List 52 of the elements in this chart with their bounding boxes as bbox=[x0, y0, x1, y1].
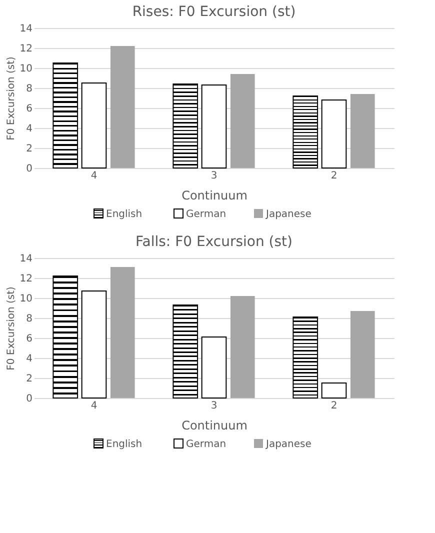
x-axis-title: Continuum bbox=[182, 418, 248, 432]
bar bbox=[201, 84, 227, 168]
bar bbox=[201, 336, 227, 398]
bar bbox=[172, 84, 198, 168]
x-tick-label: 2 bbox=[330, 170, 338, 182]
chart-title: Rises: F0 Excursion (st) bbox=[132, 4, 296, 20]
y-tick-label: 8 bbox=[26, 84, 32, 94]
bar bbox=[230, 296, 255, 398]
bar bbox=[292, 316, 318, 398]
legend-label: Japanese bbox=[265, 209, 312, 220]
y-tick-label: 2 bbox=[26, 144, 32, 154]
bar bbox=[321, 382, 347, 398]
bar bbox=[230, 74, 255, 168]
bar bbox=[81, 290, 107, 398]
y-tick-label: 0 bbox=[26, 394, 32, 404]
bar bbox=[321, 100, 347, 168]
legend-label: German bbox=[186, 439, 226, 450]
x-tick-label: 4 bbox=[90, 170, 98, 182]
y-tick-label: 4 bbox=[26, 124, 32, 134]
chart-title: Falls: F0 Excursion (st) bbox=[136, 234, 292, 250]
x-tick-label: 4 bbox=[90, 400, 98, 412]
y-tick-label: 0 bbox=[26, 164, 32, 174]
y-tick-label: 8 bbox=[26, 314, 32, 324]
legend-label: German bbox=[186, 209, 226, 220]
y-tick-label: 6 bbox=[26, 104, 32, 114]
y-axis-title: F0 Excursion (st) bbox=[6, 56, 17, 140]
y-tick-label: 10 bbox=[20, 294, 32, 304]
x-tick-label: 3 bbox=[210, 400, 218, 412]
legend-label: English bbox=[106, 439, 142, 450]
bar bbox=[52, 62, 78, 168]
y-tick-label: 12 bbox=[20, 274, 32, 284]
y-tick-label: 6 bbox=[26, 334, 32, 344]
bar bbox=[350, 94, 375, 168]
legend-label: Japanese bbox=[265, 439, 312, 450]
y-axis-title: F0 Excursion (st) bbox=[6, 286, 17, 370]
x-tick-label: 3 bbox=[210, 170, 218, 182]
bar bbox=[292, 96, 318, 168]
y-tick-label: 4 bbox=[26, 354, 32, 364]
bar bbox=[172, 304, 198, 398]
bar bbox=[350, 311, 375, 398]
bar bbox=[52, 276, 78, 398]
legend-label: English bbox=[106, 209, 142, 220]
bar bbox=[81, 82, 107, 168]
x-tick-label: 2 bbox=[330, 400, 338, 412]
x-axis-title: Continuum bbox=[182, 188, 248, 202]
y-tick-label: 10 bbox=[20, 64, 32, 74]
y-tick-label: 12 bbox=[20, 44, 32, 54]
y-tick-label: 2 bbox=[26, 374, 32, 384]
y-tick-label: 14 bbox=[20, 254, 32, 264]
bar bbox=[110, 46, 135, 168]
bar bbox=[110, 267, 135, 398]
y-tick-label: 14 bbox=[20, 24, 32, 34]
